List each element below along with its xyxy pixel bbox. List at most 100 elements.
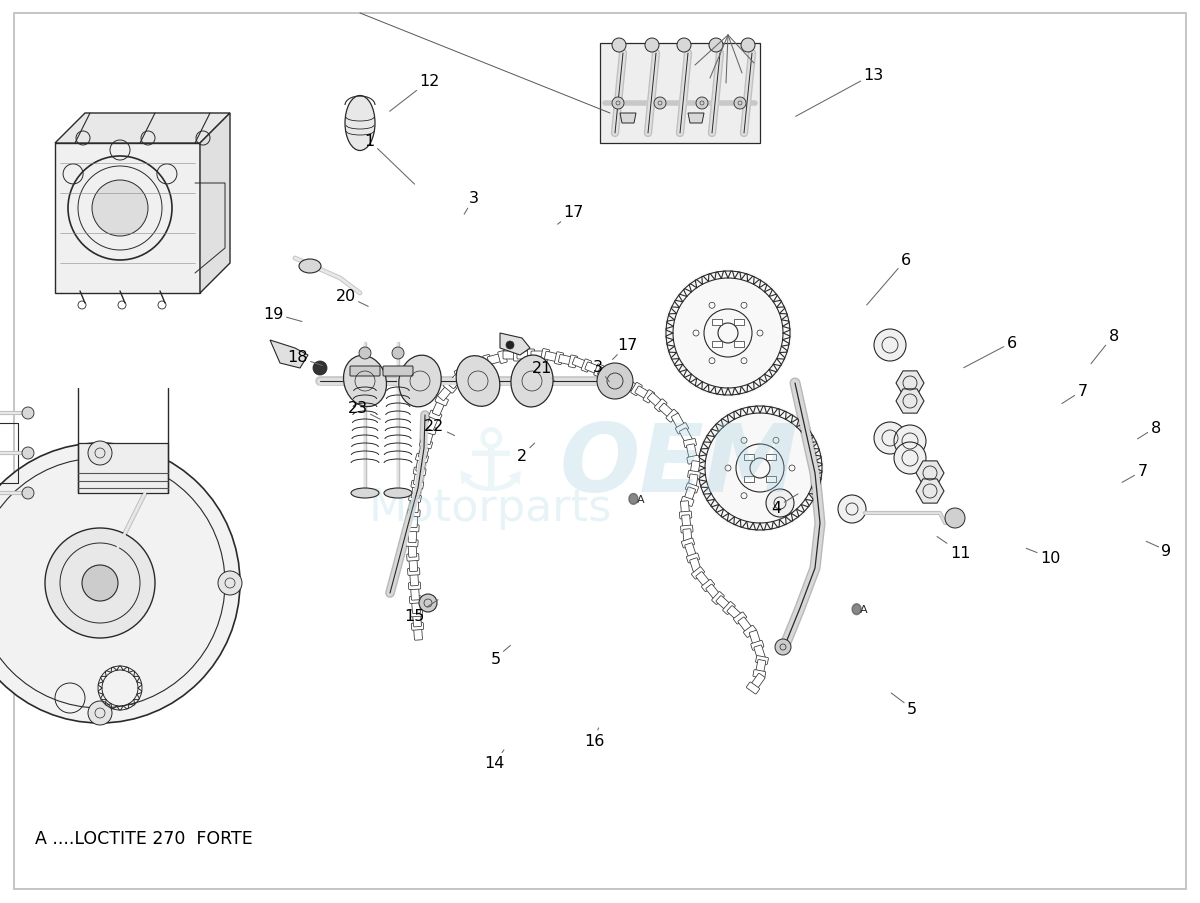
Circle shape xyxy=(709,39,724,53)
FancyBboxPatch shape xyxy=(734,320,744,325)
FancyBboxPatch shape xyxy=(406,540,418,547)
Polygon shape xyxy=(629,494,638,505)
Ellipse shape xyxy=(456,357,500,407)
Text: 13: 13 xyxy=(796,68,883,117)
FancyBboxPatch shape xyxy=(716,596,731,610)
FancyBboxPatch shape xyxy=(409,558,418,572)
Text: 9: 9 xyxy=(1146,542,1171,558)
Polygon shape xyxy=(916,479,944,504)
FancyBboxPatch shape xyxy=(408,509,420,517)
FancyBboxPatch shape xyxy=(751,674,764,689)
FancyBboxPatch shape xyxy=(487,354,503,365)
FancyBboxPatch shape xyxy=(408,582,421,590)
FancyBboxPatch shape xyxy=(623,379,638,393)
Text: 7: 7 xyxy=(1122,464,1147,483)
FancyBboxPatch shape xyxy=(606,369,617,383)
FancyBboxPatch shape xyxy=(749,630,761,646)
Polygon shape xyxy=(270,340,308,368)
FancyBboxPatch shape xyxy=(679,511,691,519)
FancyBboxPatch shape xyxy=(412,484,421,499)
Circle shape xyxy=(677,39,691,53)
FancyBboxPatch shape xyxy=(756,656,768,665)
Text: 16: 16 xyxy=(584,728,604,748)
FancyBboxPatch shape xyxy=(424,425,437,435)
Text: 6: 6 xyxy=(964,336,1016,368)
FancyBboxPatch shape xyxy=(598,368,613,379)
FancyBboxPatch shape xyxy=(414,471,424,486)
Circle shape xyxy=(88,702,112,725)
FancyBboxPatch shape xyxy=(744,626,756,638)
Text: 21: 21 xyxy=(533,361,554,381)
FancyBboxPatch shape xyxy=(409,494,421,503)
Circle shape xyxy=(218,572,242,595)
FancyBboxPatch shape xyxy=(407,554,419,562)
Text: 10: 10 xyxy=(1026,549,1060,565)
FancyBboxPatch shape xyxy=(569,356,577,368)
Circle shape xyxy=(696,405,824,533)
Text: 17: 17 xyxy=(558,205,583,225)
Polygon shape xyxy=(55,144,200,293)
FancyBboxPatch shape xyxy=(422,430,433,445)
FancyBboxPatch shape xyxy=(413,468,426,476)
Circle shape xyxy=(506,341,514,349)
FancyBboxPatch shape xyxy=(444,381,456,394)
Circle shape xyxy=(612,39,626,53)
FancyBboxPatch shape xyxy=(685,544,696,559)
Polygon shape xyxy=(688,114,704,124)
FancyBboxPatch shape xyxy=(611,372,625,386)
Text: ⚓: ⚓ xyxy=(451,424,529,507)
Circle shape xyxy=(874,423,906,454)
FancyBboxPatch shape xyxy=(448,374,462,389)
FancyBboxPatch shape xyxy=(648,393,662,408)
Circle shape xyxy=(313,361,328,376)
Polygon shape xyxy=(78,443,168,493)
Text: 8: 8 xyxy=(1138,421,1160,440)
FancyBboxPatch shape xyxy=(654,399,667,413)
FancyBboxPatch shape xyxy=(680,501,690,516)
FancyBboxPatch shape xyxy=(458,365,474,378)
FancyBboxPatch shape xyxy=(482,355,492,368)
FancyBboxPatch shape xyxy=(733,612,746,624)
FancyBboxPatch shape xyxy=(498,351,508,364)
Circle shape xyxy=(46,528,155,638)
Text: A ....LOCTITE 270  FORTE: A ....LOCTITE 270 FORTE xyxy=(35,829,253,847)
FancyBboxPatch shape xyxy=(426,415,438,432)
FancyBboxPatch shape xyxy=(686,456,700,465)
FancyBboxPatch shape xyxy=(410,480,424,489)
FancyBboxPatch shape xyxy=(594,365,604,377)
Circle shape xyxy=(664,270,792,397)
Polygon shape xyxy=(916,461,944,486)
Text: 3: 3 xyxy=(593,360,610,382)
Circle shape xyxy=(22,488,34,499)
FancyBboxPatch shape xyxy=(672,414,684,429)
Polygon shape xyxy=(500,333,530,356)
Circle shape xyxy=(392,348,404,359)
FancyBboxPatch shape xyxy=(416,458,426,472)
FancyBboxPatch shape xyxy=(712,591,725,605)
FancyBboxPatch shape xyxy=(744,477,754,483)
FancyBboxPatch shape xyxy=(383,367,413,377)
FancyBboxPatch shape xyxy=(420,440,432,450)
FancyBboxPatch shape xyxy=(679,428,692,444)
FancyBboxPatch shape xyxy=(690,461,700,476)
FancyBboxPatch shape xyxy=(503,351,517,359)
Text: 15: 15 xyxy=(404,600,438,623)
FancyBboxPatch shape xyxy=(631,383,642,396)
Polygon shape xyxy=(600,44,760,144)
FancyBboxPatch shape xyxy=(419,444,430,459)
FancyBboxPatch shape xyxy=(412,600,420,614)
FancyBboxPatch shape xyxy=(635,386,650,400)
FancyBboxPatch shape xyxy=(767,477,776,483)
FancyBboxPatch shape xyxy=(659,404,674,418)
Text: 2: 2 xyxy=(517,443,535,463)
FancyBboxPatch shape xyxy=(554,352,564,365)
FancyBboxPatch shape xyxy=(727,606,742,620)
Text: 6: 6 xyxy=(866,253,911,306)
FancyBboxPatch shape xyxy=(581,359,592,373)
FancyBboxPatch shape xyxy=(436,396,449,406)
FancyBboxPatch shape xyxy=(712,342,721,348)
Text: 18: 18 xyxy=(287,350,323,366)
FancyBboxPatch shape xyxy=(746,683,760,694)
Text: 8: 8 xyxy=(1091,329,1118,364)
FancyBboxPatch shape xyxy=(409,514,418,528)
